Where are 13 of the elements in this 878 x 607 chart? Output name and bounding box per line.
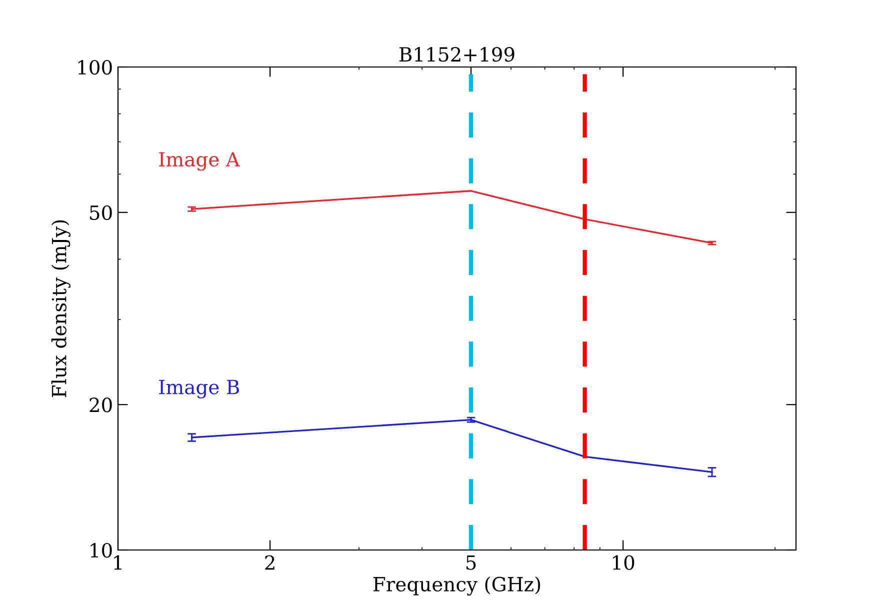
- y-tick-label: 10: [90, 542, 112, 558]
- y-axis-title: Flux density (mJy): [51, 220, 70, 398]
- series-label: Image B: [159, 380, 239, 398]
- x-tick-label: 2: [265, 555, 274, 570]
- chart-title: B1152+199: [399, 47, 514, 62]
- x-tick-label: 1: [114, 555, 122, 570]
- y-tick-label: 20: [90, 398, 112, 412]
- x-tick-label: 10: [613, 555, 634, 570]
- x-axis-title: Frequency (GHz): [373, 576, 540, 596]
- series-label: Image A: [159, 152, 240, 171]
- y-tick-label: 50: [90, 205, 112, 220]
- y-tick-label: 100: [78, 60, 112, 75]
- x-tick-label: 5: [466, 555, 476, 570]
